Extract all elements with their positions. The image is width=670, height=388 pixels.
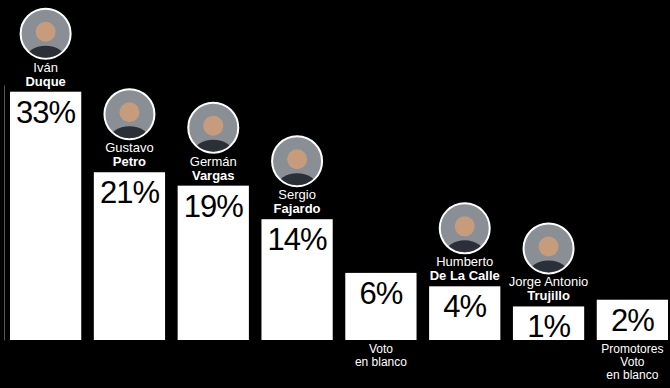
data-label: 33% [16,95,75,130]
category-label: HumbertoDe La Calle [430,254,500,283]
chart-container: 33% 21% 19% 14% 6% 4% 1% 2% IvánDuque GustavoPetr… [0,0,670,388]
category-label: IvánDuque [25,60,65,89]
photo-head [119,102,139,122]
data-label: 4% [443,289,486,324]
category-label: GermánVargas [190,154,237,183]
bar [597,300,668,340]
data-label: 19% [184,189,243,224]
photo-head [36,22,56,42]
photo-head [203,116,223,136]
bar [261,219,332,340]
photo-shoulders [529,260,569,288]
photo-figure [529,236,569,288]
bar [10,92,81,340]
photos [21,9,574,289]
y-axis [4,86,5,341]
photo-head [455,216,475,236]
category-label: Jorge AntonioTrujillo [509,274,589,303]
bar [94,172,165,340]
photo [104,89,154,154]
photo [21,9,71,74]
photo-shoulders [26,46,66,74]
bar [429,286,500,340]
photo-figure [26,22,66,74]
y-axis-line [4,86,5,341]
photo [188,103,238,168]
photo-figure [277,149,317,201]
data-label: 1% [527,309,570,344]
photo-head [287,149,307,169]
data-label: 21% [100,175,159,210]
photo-shoulders [109,126,149,154]
category-label: SergioFajardo [274,187,321,216]
data-label: 2% [611,303,654,338]
photo [272,136,322,201]
category-labels: IvánDuque GustavoPetro GermánVargas SergioF… [25,60,663,382]
photo-shoulders [277,173,317,201]
photo-figure [109,102,149,154]
photo [524,223,574,288]
photo-figure [445,216,485,268]
category-label: GustavoPetro [105,140,153,169]
data-label: 14% [268,222,327,257]
photo-shoulders [193,140,233,168]
chart-svg: 33% 21% 19% 14% 6% 4% 1% 2% IvánDuque GustavoPetr… [0,0,670,388]
photo-shoulders [445,240,485,268]
data-label: 6% [360,276,403,311]
photo-figure [193,116,233,168]
category-label: Votoen blanco [355,342,407,369]
bar [345,273,416,340]
bar [178,186,249,340]
photo [440,203,490,268]
category-label: PromotoresVotoen blanco [601,342,663,382]
photo-head [539,236,559,256]
